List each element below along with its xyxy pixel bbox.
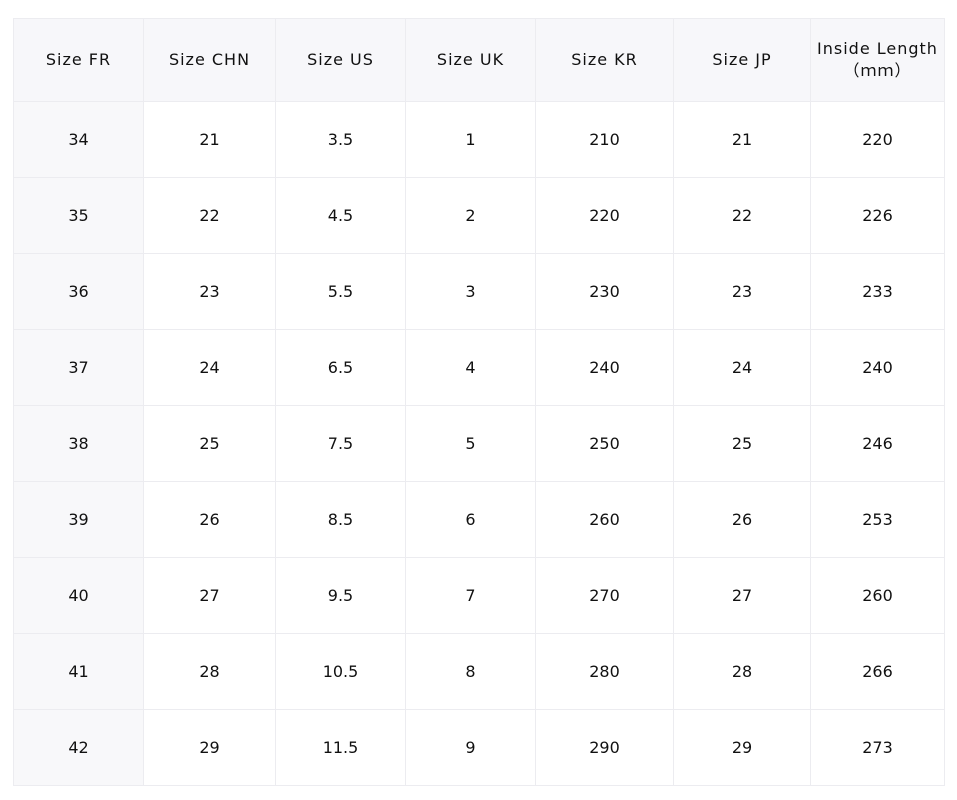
table-cell: 23 — [673, 253, 811, 330]
table-cell: 24 — [143, 329, 276, 406]
table-row: 36 23 5.5 3 230 23 233 — [13, 253, 945, 330]
table-cell: 27 — [143, 557, 276, 634]
table-cell: 21 — [143, 101, 276, 178]
table-row: 42 29 11.5 9 290 29 273 — [13, 709, 945, 786]
table-cell: 11.5 — [275, 709, 406, 786]
table-cell: 220 — [535, 177, 674, 254]
table-cell: 41 — [13, 633, 144, 710]
table-cell: 28 — [673, 633, 811, 710]
table-row: 38 25 7.5 5 250 25 246 — [13, 405, 945, 482]
column-header: Size FR — [13, 18, 144, 102]
table-row: 40 27 9.5 7 270 27 260 — [13, 557, 945, 634]
table-cell: 9 — [405, 709, 536, 786]
table-cell: 220 — [810, 101, 945, 178]
table-cell: 4.5 — [275, 177, 406, 254]
table-cell: 226 — [810, 177, 945, 254]
table-cell: 260 — [535, 481, 674, 558]
column-header: Size US — [275, 18, 406, 102]
table-cell: 2 — [405, 177, 536, 254]
table-cell: 8.5 — [275, 481, 406, 558]
table-cell: 240 — [810, 329, 945, 406]
table-cell: 22 — [143, 177, 276, 254]
table-cell: 7.5 — [275, 405, 406, 482]
table-cell: 6.5 — [275, 329, 406, 406]
table-cell: 25 — [143, 405, 276, 482]
table-cell: 39 — [13, 481, 144, 558]
table-cell: 3 — [405, 253, 536, 330]
table-cell: 40 — [13, 557, 144, 634]
table-cell: 38 — [13, 405, 144, 482]
table-cell: 24 — [673, 329, 811, 406]
table-cell: 240 — [535, 329, 674, 406]
table-cell: 25 — [673, 405, 811, 482]
table-row: 41 28 10.5 8 280 28 266 — [13, 633, 945, 710]
table-cell: 246 — [810, 405, 945, 482]
table-cell: 23 — [143, 253, 276, 330]
table-cell: 5.5 — [275, 253, 406, 330]
table-cell: 273 — [810, 709, 945, 786]
table-cell: 6 — [405, 481, 536, 558]
table-row: 35 22 4.5 2 220 22 226 — [13, 177, 945, 254]
table-row: 34 21 3.5 1 210 21 220 — [13, 101, 945, 178]
table-cell: 4 — [405, 329, 536, 406]
column-header: Size JP — [673, 18, 811, 102]
table-cell: 9.5 — [275, 557, 406, 634]
table-cell: 280 — [535, 633, 674, 710]
table-cell: 42 — [13, 709, 144, 786]
table-cell: 35 — [13, 177, 144, 254]
table-row: 39 26 8.5 6 260 26 253 — [13, 481, 945, 558]
table-cell: 29 — [143, 709, 276, 786]
column-header: Size KR — [535, 18, 674, 102]
table-cell: 290 — [535, 709, 674, 786]
table-cell: 10.5 — [275, 633, 406, 710]
table-row: 37 24 6.5 4 240 24 240 — [13, 329, 945, 406]
table-cell: 34 — [13, 101, 144, 178]
table-cell: 7 — [405, 557, 536, 634]
table-cell: 8 — [405, 633, 536, 710]
table-cell: 260 — [810, 557, 945, 634]
table-cell: 1 — [405, 101, 536, 178]
table-cell: 27 — [673, 557, 811, 634]
table-cell: 230 — [535, 253, 674, 330]
table-cell: 266 — [810, 633, 945, 710]
table-cell: 37 — [13, 329, 144, 406]
table-cell: 26 — [143, 481, 276, 558]
table-cell: 36 — [13, 253, 144, 330]
table-cell: 210 — [535, 101, 674, 178]
table-cell: 233 — [810, 253, 945, 330]
size-chart-table: Size FR Size CHN Size US Size UK Size KR Size… — [13, 18, 945, 786]
table-cell: 250 — [535, 405, 674, 482]
column-header: Size CHN — [143, 18, 276, 102]
table-cell: 22 — [673, 177, 811, 254]
column-header: Inside Length （ｍｍ） — [810, 18, 945, 102]
table-cell: 21 — [673, 101, 811, 178]
table-cell: 5 — [405, 405, 536, 482]
table-cell: 253 — [810, 481, 945, 558]
table-cell: 28 — [143, 633, 276, 710]
header-row: Size FR Size CHN Size US Size UK Size KR Size… — [13, 18, 945, 102]
table-cell: 29 — [673, 709, 811, 786]
table-cell: 270 — [535, 557, 674, 634]
column-header: Size UK — [405, 18, 536, 102]
table-cell: 26 — [673, 481, 811, 558]
table-cell: 3.5 — [275, 101, 406, 178]
